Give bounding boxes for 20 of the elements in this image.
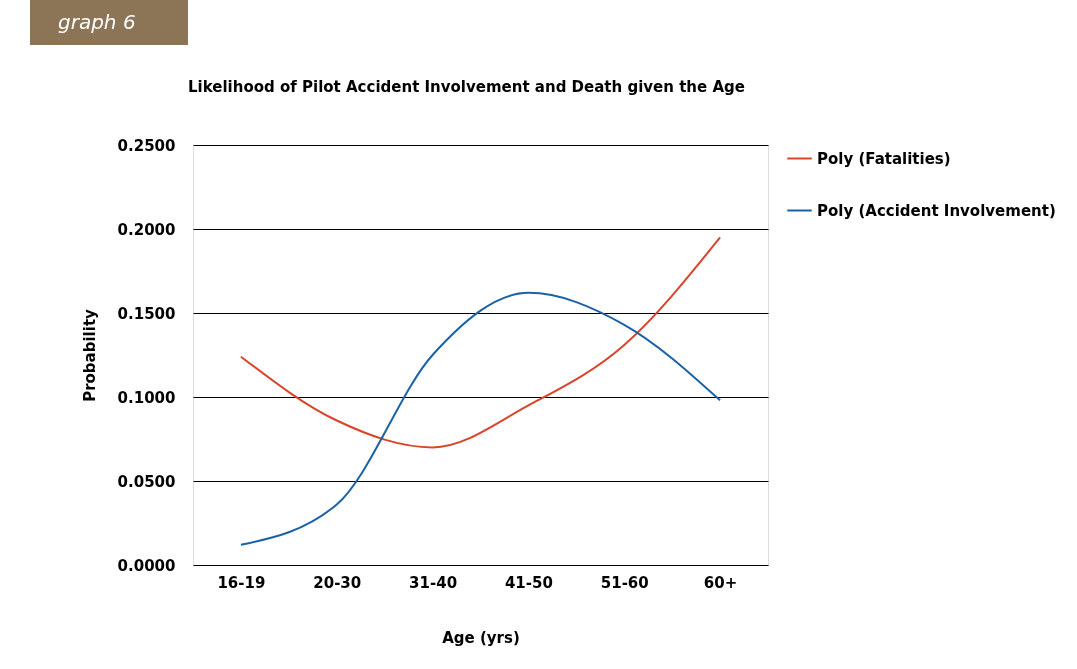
x-tick-label: 41-50 xyxy=(504,573,553,592)
x-tick-label: 16-19 xyxy=(217,573,266,592)
caption: graph 6 xyxy=(58,10,136,34)
x-tick-label: 60+ xyxy=(703,573,738,592)
y-tick-label: 0.1500 xyxy=(117,304,176,323)
chart-title: Likelihood of Pilot Accident Involvement and Death given the Age xyxy=(188,78,745,96)
y-tick-label: 0.2500 xyxy=(117,136,176,155)
x-tick-label: 20-30 xyxy=(313,573,362,592)
legend-label: Poly (Accident Involvement) xyxy=(817,201,1056,220)
x-axis-title: Age (yrs) xyxy=(442,628,520,647)
y-tick-label: 0.1000 xyxy=(117,388,176,407)
x-tick-label: 51-60 xyxy=(600,573,649,592)
y-tick-label: 0.0000 xyxy=(117,556,176,575)
y-tick-label: 0.0500 xyxy=(117,472,176,491)
line-series xyxy=(239,291,722,546)
x-tick-label: 31-40 xyxy=(409,573,458,592)
y-axis-title: Probability xyxy=(80,308,99,402)
legend-label: Poly (Fatalities) xyxy=(817,149,951,168)
y-tick-label: 0.2000 xyxy=(117,220,176,239)
line-series xyxy=(239,236,722,449)
